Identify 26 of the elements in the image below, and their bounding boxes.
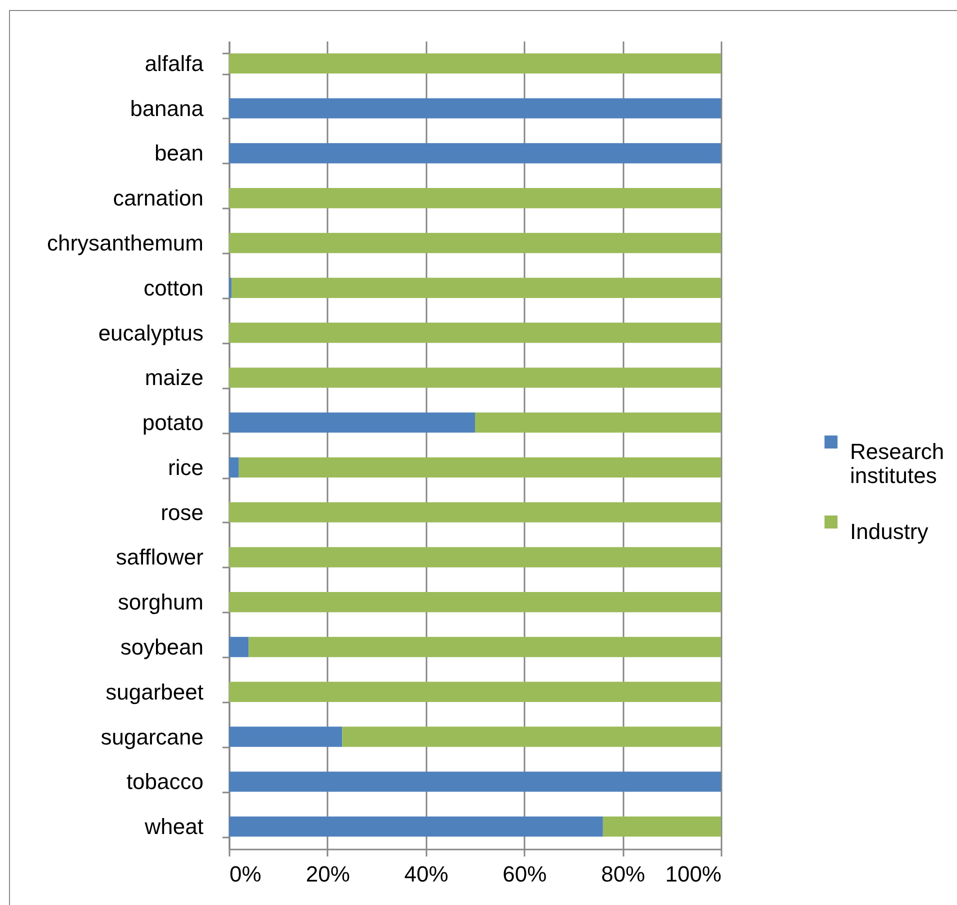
y-tick-label: wheat	[144, 814, 204, 840]
legend-label: Research institutes	[850, 439, 944, 488]
x-tick-label: 0%	[230, 862, 262, 886]
y-tick-label: maize	[144, 365, 204, 390]
x-tick-label: 20%	[306, 862, 350, 886]
y-tick-label: potato	[142, 410, 204, 436]
y-tick-label: safflower	[116, 544, 204, 570]
y-tick-label: sorghum	[118, 590, 204, 615]
x-tick-label: 100%	[665, 862, 722, 886]
x-tick-label: 80%	[601, 862, 646, 886]
y-tick-label: banana	[130, 96, 204, 121]
y-tick-label: sugarcane	[100, 724, 204, 750]
x-tick-label: 40%	[404, 862, 448, 886]
y-tick-label: sugarbeet	[106, 679, 204, 704]
x-tick-label: 60%	[502, 862, 547, 886]
y-tick-label: carnation	[112, 186, 204, 211]
y-tick-label: tobacco	[126, 769, 204, 794]
y-tick-label: bean	[154, 140, 204, 166]
y-tick-label: rose	[160, 500, 204, 525]
y-tick-label: eucalyptus	[98, 320, 204, 346]
y-tick-label: soybean	[120, 634, 204, 660]
legend-label: Industry	[850, 519, 928, 544]
y-tick-label: cotton	[144, 275, 204, 300]
y-tick-label: rice	[168, 454, 204, 480]
y-tick-label: alfalfa	[144, 50, 204, 76]
y-tick-label: chrysanthemum	[46, 230, 204, 256]
